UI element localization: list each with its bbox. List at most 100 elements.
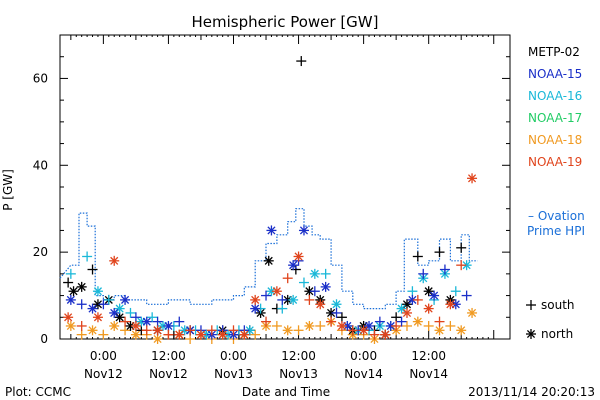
marker-star-d2 [131,321,140,331]
data-point-noaa-15 [65,294,76,305]
data-point-noaa-19 [174,329,185,340]
marker-star-d2 [397,304,406,313]
marker-star-d2 [131,330,140,339]
data-point-noaa-19 [347,325,358,336]
marker-star-d2 [305,321,314,331]
marker-star-d2 [251,295,260,304]
data-point-noaa-18 [76,329,87,340]
data-point-noaa-19 [271,286,282,297]
data-point-noaa-19 [358,325,369,336]
data-point-metp-02 [336,312,347,323]
data-point-noaa-19 [293,251,304,262]
data-point-noaa-18 [412,316,423,327]
data-point-noaa-15 [87,303,98,314]
marker-star-d2 [66,295,75,304]
legend-marker-south [526,300,536,310]
x-tick-label-time: 0:00 [220,349,247,363]
legend-ovation-label: – Ovation [528,209,585,223]
data-point-noaa-19 [109,255,120,266]
data-point-noaa-19 [380,329,391,340]
data-point-noaa-18 [152,334,163,344]
marker-star-d2 [424,287,433,296]
x-tick-label-date: Nov13 [279,367,318,381]
data-point-noaa-19 [423,303,434,314]
marker-star-d2 [153,334,162,344]
data-point-noaa-18 [293,325,304,336]
y-tick-label: 0 [40,332,48,346]
y-tick-label: 60 [33,71,48,85]
data-point-noaa-15 [320,281,331,292]
data-point-noaa-18 [120,325,131,336]
data-point-noaa-16 [114,303,125,314]
data-point-noaa-19 [239,329,250,340]
data-point-noaa-15 [309,286,320,297]
marker-star-d2 [175,330,184,339]
data-point-noaa-19 [434,316,445,327]
data-point-noaa-16 [147,312,158,323]
data-point-noaa-18 [282,325,293,336]
data-point-metp-02 [68,286,79,297]
marker-star-d2 [435,326,444,335]
legend-series-label: METP-02 [528,45,580,59]
marker-star-d2 [305,287,314,296]
data-point-noaa-15 [109,307,120,318]
marker-star-d2 [467,308,477,318]
x-tick-label-time: 0:00 [90,349,117,363]
data-point-noaa-19 [185,325,196,336]
data-point-noaa-16 [125,307,136,318]
marker-star-d2 [457,326,466,335]
marker-star-d2 [430,291,439,300]
chart-title: Hemispheric Power [GW] [192,13,379,31]
data-point-metp-02 [87,264,98,275]
marker-star-d2 [310,269,319,278]
data-markers [63,56,478,344]
marker-star-d2 [402,300,412,309]
data-point-noaa-19 [152,325,163,336]
data-point-noaa-15 [98,299,109,310]
marker-star-d2 [299,226,309,235]
legend-series-label: NOAA-18 [528,133,582,147]
legend-series-label: NOAA-16 [528,89,582,103]
axes: 0 20 40 60 0:00 Nov12 12:00 Nov12 0:00 Nov13 12:00… [33,34,511,381]
marker-star-d2 [77,282,86,291]
data-point-metp-02 [263,255,274,266]
marker-star-d2 [413,317,422,326]
data-point-noaa-15 [250,303,261,314]
marker-star-d2 [321,282,330,291]
data-point-noaa-18 [185,334,196,344]
data-point-noaa-15 [130,312,141,323]
data-point-noaa-16 [396,303,407,314]
data-point-noaa-15 [396,316,407,327]
marker-star-d2 [446,300,455,309]
data-point-noaa-19 [304,294,315,305]
data-point-noaa-15 [277,294,288,305]
data-point-noaa-19 [195,329,206,340]
data-point-noaa-16 [407,286,418,297]
data-point-noaa-16 [82,251,93,262]
marker-star-d2 [110,256,119,265]
data-point-metp-02 [412,251,423,262]
legend-series-label: NOAA-17 [528,111,582,125]
x-tick-label-time: 12:00 [411,349,446,363]
marker-star-d2 [66,321,75,331]
marker-star-d2 [267,226,276,235]
data-point-noaa-19 [130,320,141,331]
legend-series-label: NOAA-19 [528,155,582,169]
data-point-noaa-15 [364,320,375,331]
data-point-noaa-18 [65,320,76,331]
data-point-noaa-19 [282,273,293,284]
marker-star-d2 [218,330,227,339]
legend-marker-label: north [541,327,573,341]
marker-star-d2 [153,326,162,335]
data-point-noaa-16 [309,268,320,279]
marker-star-d2 [283,326,292,335]
y-axis-label: P [GW] [1,169,15,211]
marker-star-d2 [88,304,97,313]
data-point-noaa-15 [266,225,277,236]
marker-star-d2 [359,326,368,335]
data-point-noaa-18 [456,325,467,336]
x-tick-label-date: Nov12 [84,367,123,381]
data-point-noaa-15 [407,294,418,305]
data-point-noaa-19 [120,316,131,327]
